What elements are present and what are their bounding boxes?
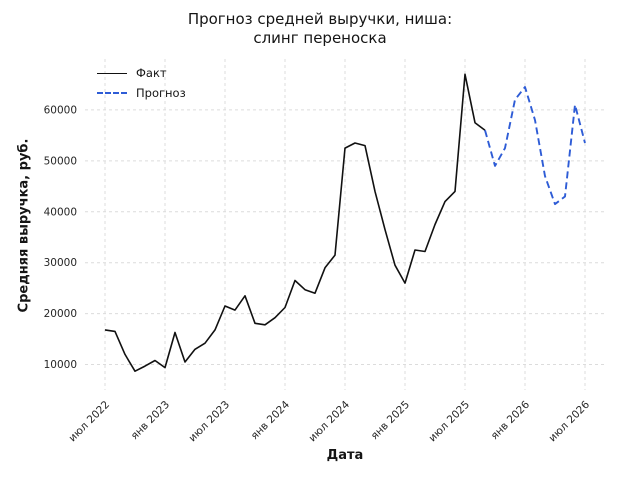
legend-label-fact: Факт	[136, 66, 167, 80]
x-tick-label: июл 2022	[67, 399, 113, 445]
legend-label-forecast: Прогноз	[136, 86, 186, 100]
x-tick-label: янв 2026	[489, 398, 533, 442]
chart-title-line1: Прогноз средней выручки, ниша:	[187, 10, 453, 28]
x-tick-label: июл 2024	[307, 398, 353, 444]
x-tick-label: июл 2023	[187, 399, 233, 445]
x-tick-label: июл 2026	[547, 398, 593, 444]
y-axis-label: Средняя выручка, руб.	[16, 138, 32, 313]
x-tick-label: янв 2023	[129, 399, 172, 442]
y-tick-label: 10000	[44, 359, 77, 371]
legend: Факт Прогноз	[97, 66, 186, 100]
y-tick-label: 20000	[44, 308, 77, 320]
legend-item-fact: Факт	[97, 66, 186, 80]
y-tick-label: 40000	[44, 206, 77, 218]
series-line-forecast	[484, 86, 586, 206]
fact-line-icon	[97, 72, 127, 74]
x-tick-label: июл 2025	[427, 399, 473, 445]
legend-item-forecast: Прогноз	[97, 86, 186, 100]
chart-title-line2: слинг переноска	[253, 28, 387, 47]
x-tick-label: янв 2025	[369, 399, 412, 442]
y-tick-label: 30000	[44, 257, 77, 269]
y-tick-label: 60000	[44, 104, 77, 116]
x-tick-label: янв 2024	[249, 398, 293, 442]
forecast-line-icon	[97, 92, 127, 94]
series-line-fact	[104, 73, 486, 373]
y-tick-label: 50000	[44, 155, 77, 167]
chart-title: Прогноз средней выручки, ниша: слинг пер…	[0, 10, 640, 48]
x-axis-label: Дата	[326, 448, 364, 463]
